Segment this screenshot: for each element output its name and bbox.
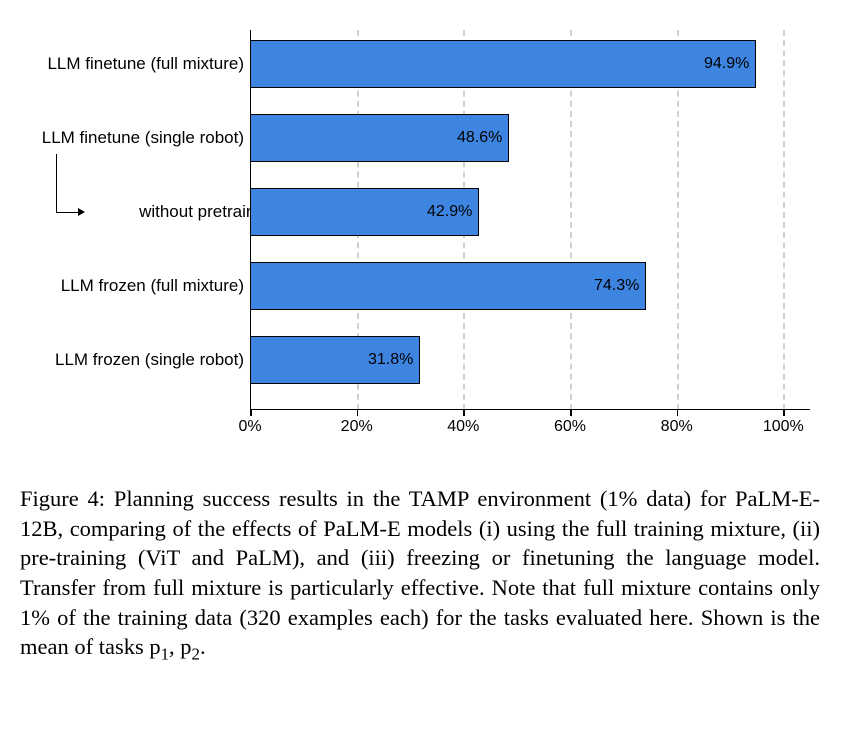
bar-value-4: 31.8% xyxy=(368,351,413,369)
xtick-mark xyxy=(783,410,785,416)
xtick-label-4: 80% xyxy=(661,418,693,436)
caption-sub1: 1 xyxy=(161,645,169,664)
caption-sub2: 2 xyxy=(192,645,200,664)
bar-0 xyxy=(250,40,756,88)
bar-value-1: 48.6% xyxy=(457,129,502,147)
caption-body: Planning success results in the TAMP env… xyxy=(20,486,820,659)
xtick-label-3: 60% xyxy=(554,418,586,436)
connector-horizontal xyxy=(56,212,78,213)
caption-mid: , p xyxy=(169,634,192,659)
bar-value-0: 94.9% xyxy=(704,55,749,73)
y-axis-line xyxy=(250,30,251,410)
xtick-label-2: 40% xyxy=(447,418,479,436)
gridline xyxy=(783,30,785,410)
xtick-mark xyxy=(250,410,252,416)
bar-label-4: LLM frozen (single robot) xyxy=(55,350,244,370)
xtick-mark xyxy=(463,410,465,416)
xtick-label-1: 20% xyxy=(341,418,373,436)
xtick-mark xyxy=(570,410,572,416)
connector-vertical xyxy=(56,154,57,212)
bar-label-1: LLM finetune (single robot) xyxy=(42,128,244,148)
bar-value-2: 42.9% xyxy=(427,203,472,221)
figure-container: LLM finetune (full mixture) LLM finetune… xyxy=(20,20,848,666)
connector-arrow-icon xyxy=(78,208,85,216)
xtick-mark xyxy=(357,410,359,416)
chart-area: LLM finetune (full mixture) LLM finetune… xyxy=(20,20,848,470)
figure-caption: Figure 4: Planning success results in th… xyxy=(20,484,820,666)
x-axis-line xyxy=(250,409,810,410)
caption-tail: . xyxy=(200,634,206,659)
bar-label-0: LLM finetune (full mixture) xyxy=(47,54,244,74)
xtick-label-0: 0% xyxy=(238,418,261,436)
plot-region: 94.9% 48.6% 42.9% 74.3% 31.8% xyxy=(250,30,810,410)
bar-3 xyxy=(250,262,646,310)
bar-label-3: LLM frozen (full mixture) xyxy=(61,276,244,296)
caption-prefix: Figure 4: xyxy=(20,486,105,511)
xtick-label-5: 100% xyxy=(763,418,804,436)
xtick-mark xyxy=(677,410,679,416)
bar-value-3: 74.3% xyxy=(594,277,639,295)
